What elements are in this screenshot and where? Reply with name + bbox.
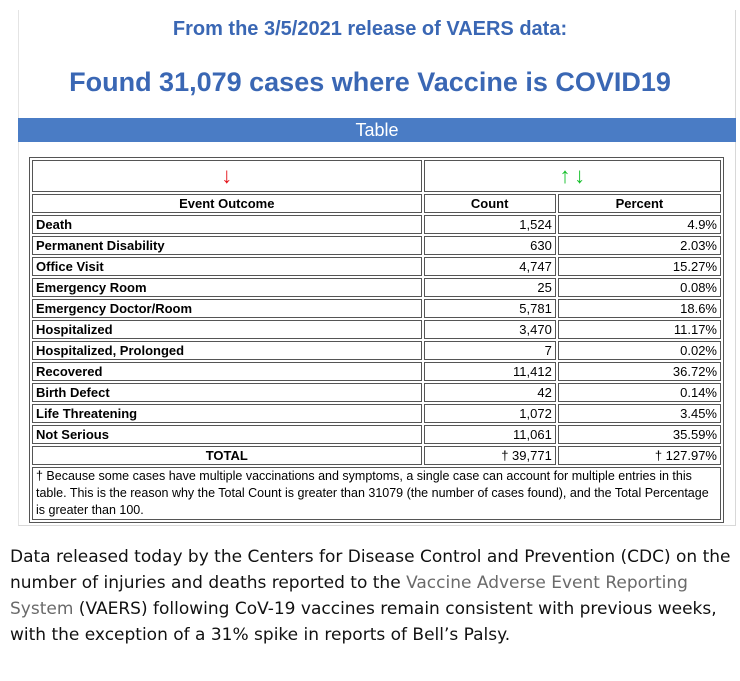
percent-cell: 36.72% [557,362,721,381]
table-row: Not Serious 11,061 35.59% [32,425,721,444]
outcome-cell: Life Threatening [32,404,422,423]
table-row: Emergency Doctor/Room 5,781 18.6% [32,299,721,318]
footnote-row: † Because some cases have multiple vacci… [32,467,721,520]
table-row: Hospitalized, Prolonged 7 0.02% [32,341,721,360]
sort-down-arrow-icon[interactable]: ↓ [221,163,233,188]
count-cell: 42 [423,383,556,402]
count-sort-cell: ↑ ↓ [423,160,721,192]
total-row: TOTAL † 39,771 † 127.97% [32,446,721,465]
caption-text-2: (VAERS) following CoV-19 vaccines remain… [10,599,717,645]
sort-up-arrow-icon[interactable]: ↑ [559,163,571,188]
outcome-cell: Recovered [32,362,422,381]
outcome-sort-cell: ↓ [32,160,422,192]
outcome-cell: Hospitalized, Prolonged [32,341,422,360]
count-cell: 1,524 [423,215,556,234]
count-cell: 630 [423,236,556,255]
count-header: Count [423,194,556,213]
content-frame [18,10,736,526]
percent-cell: 3.45% [557,404,721,423]
table-row: Emergency Room 25 0.08% [32,278,721,297]
release-heading: From the 3/5/2021 release of VAERS data: [172,18,568,40]
header-row: Event Outcome Count Percent [32,194,721,213]
article-caption: Data released today by the Centers for D… [10,544,735,648]
event-outcome-header: Event Outcome [32,194,422,213]
caption-text-1: Data released today by the Centers for D… [10,547,731,593]
event-outcome-table: ↓ ↑ ↓ Event Outcome Count Percent Death 1… [29,157,724,523]
percent-cell: 18.6% [557,299,721,318]
count-cell: 4,747 [423,257,556,276]
table-row: Hospitalized 3,470 11.17% [32,320,721,339]
count-cell: 3,470 [423,320,556,339]
outcome-cell: Permanent Disability [32,236,422,255]
outcome-cell: Not Serious [32,425,422,444]
table-row: Death 1,524 4.9% [32,215,721,234]
outcome-cell: Birth Defect [32,383,422,402]
footnote: † Because some cases have multiple vacci… [32,467,721,520]
table-row: Recovered 11,412 36.72% [32,362,721,381]
count-cell: 25 [423,278,556,297]
table-row: Permanent Disability 630 2.03% [32,236,721,255]
found-cases-heading: Found 31,079 cases where Vaccine is COVI… [69,67,671,97]
table-row: Office Visit 4,747 15.27% [32,257,721,276]
percent-cell: 2.03% [557,236,721,255]
sort-down-arrow-icon[interactable]: ↓ [574,163,586,188]
count-cell: 11,412 [423,362,556,381]
percent-cell: 35.59% [557,425,721,444]
outcome-cell: Emergency Doctor/Room [32,299,422,318]
total-count: † 39,771 [423,446,556,465]
total-label: TOTAL [32,446,422,465]
percent-cell: 11.17% [557,320,721,339]
percent-cell: 0.14% [557,383,721,402]
percent-cell: 15.27% [557,257,721,276]
outcome-cell: Emergency Room [32,278,422,297]
count-cell: 11,061 [423,425,556,444]
table-title-bar: Table [18,118,736,142]
count-cell: 1,072 [423,404,556,423]
table-row: Life Threatening 1,072 3.45% [32,404,721,423]
percent-cell: 0.02% [557,341,721,360]
percent-header: Percent [557,194,721,213]
outcome-cell: Office Visit [32,257,422,276]
vaers-link[interactable]: Vaccine Adverse Event Reporting System [10,573,688,619]
sort-row: ↓ ↑ ↓ [32,160,721,192]
count-cell: 7 [423,341,556,360]
outcome-cell: Death [32,215,422,234]
percent-cell: 0.08% [557,278,721,297]
percent-cell: 4.9% [557,215,721,234]
outcome-cell: Hospitalized [32,320,422,339]
total-percent: † 127.97% [557,446,721,465]
count-cell: 5,781 [423,299,556,318]
table-row: Birth Defect 42 0.14% [32,383,721,402]
